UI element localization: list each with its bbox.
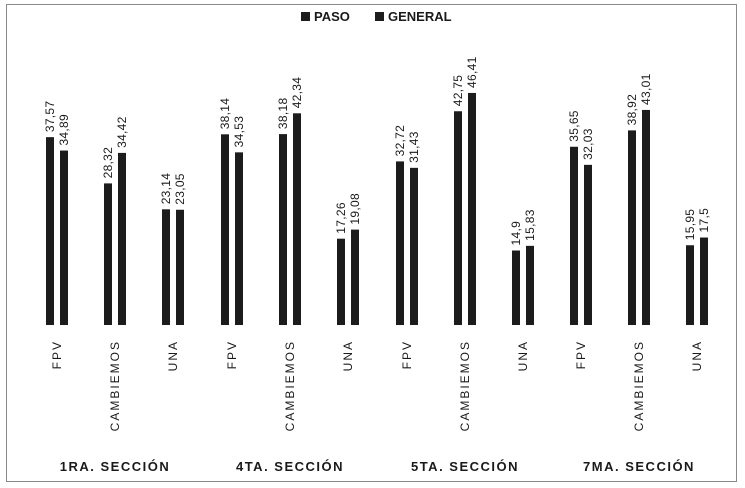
data-label: 31,43 xyxy=(407,131,421,163)
data-label: 19,08 xyxy=(348,193,362,225)
bar-general xyxy=(60,150,68,325)
data-label: 35,65 xyxy=(567,110,581,142)
legend-swatch-general xyxy=(375,12,384,21)
section-label: 5TA. SECCIÓN xyxy=(411,459,519,474)
data-label: 37,57 xyxy=(43,101,57,133)
bar-paso xyxy=(104,183,112,325)
category-label: FPV xyxy=(50,340,64,369)
data-label: 34,89 xyxy=(57,114,71,146)
data-label: 43,01 xyxy=(639,73,653,105)
data-label: 23,14 xyxy=(159,173,173,205)
category-label: FPV xyxy=(400,340,414,369)
data-label: 38,92 xyxy=(625,94,639,126)
category-label: UNA xyxy=(166,340,180,371)
category-label: UNA xyxy=(690,340,704,371)
bar-general xyxy=(351,229,359,325)
bar-general xyxy=(526,245,534,325)
section-labels-layer: 1RA. SECCIÓN 4TA. SECCIÓN 5TA. SECCIÓN 7MA.… xyxy=(60,459,695,474)
data-label: 42,75 xyxy=(451,75,465,107)
data-label: 46,41 xyxy=(465,56,479,88)
bar-paso xyxy=(570,146,578,325)
bar-general xyxy=(118,152,126,325)
bar-paso xyxy=(279,134,287,325)
bar-paso xyxy=(512,250,520,325)
data-label: 17,26 xyxy=(334,202,348,234)
data-label: 32,72 xyxy=(393,125,407,157)
category-label: UNA xyxy=(341,340,355,371)
data-label: 38,18 xyxy=(276,98,290,130)
legend-label-general: GENERAL xyxy=(388,9,452,24)
category-label: CAMBIEMOS xyxy=(108,340,122,431)
bar-paso xyxy=(454,111,462,325)
data-label: 34,53 xyxy=(232,116,246,148)
bar-general xyxy=(584,164,592,325)
section-label: 7MA. SECCIÓN xyxy=(583,459,695,474)
bar-general xyxy=(700,237,708,325)
data-label: 42,34 xyxy=(290,77,304,109)
bar-paso xyxy=(46,137,54,325)
data-label: 28,32 xyxy=(101,147,115,179)
bar-general xyxy=(410,167,418,325)
section-label: 1RA. SECCIÓN xyxy=(60,459,170,474)
bar-paso xyxy=(628,130,636,325)
data-label: 23,05 xyxy=(173,173,187,205)
category-label: CAMBIEMOS xyxy=(458,340,472,431)
chart-frame xyxy=(6,4,737,482)
bar-general xyxy=(176,209,184,325)
data-label: 34,42 xyxy=(115,116,129,148)
category-label: FPV xyxy=(574,340,588,369)
bar-paso xyxy=(686,245,694,325)
data-label: 17,5 xyxy=(697,208,711,233)
bar-general xyxy=(468,92,476,325)
category-label: CAMBIEMOS xyxy=(632,340,646,431)
data-label: 38,14 xyxy=(218,98,232,130)
legend-label-paso: PASO xyxy=(314,9,350,24)
section-label: 4TA. SECCIÓN xyxy=(236,459,344,474)
category-label: FPV xyxy=(225,340,239,369)
bar-paso xyxy=(337,238,345,325)
bars-layer xyxy=(46,92,708,325)
category-label: CAMBIEMOS xyxy=(283,340,297,431)
data-label: 15,95 xyxy=(683,209,697,241)
data-label: 32,03 xyxy=(581,128,595,160)
legend: PASO GENERAL xyxy=(301,9,452,24)
bar-paso xyxy=(396,161,404,325)
legend-swatch-paso xyxy=(301,12,310,21)
data-label: 14,9 xyxy=(509,221,523,246)
category-labels-layer: FPV CAMBIEMOS UNA FPV CAMBIEMOS UNA FPV CAMBIEM… xyxy=(50,340,704,431)
bar-general xyxy=(293,113,301,325)
bar-general xyxy=(642,109,650,325)
data-label: 15,83 xyxy=(523,209,537,241)
bar-general xyxy=(235,152,243,325)
category-label: UNA xyxy=(516,340,530,371)
bar-paso xyxy=(162,209,170,325)
bar-paso xyxy=(221,134,229,325)
